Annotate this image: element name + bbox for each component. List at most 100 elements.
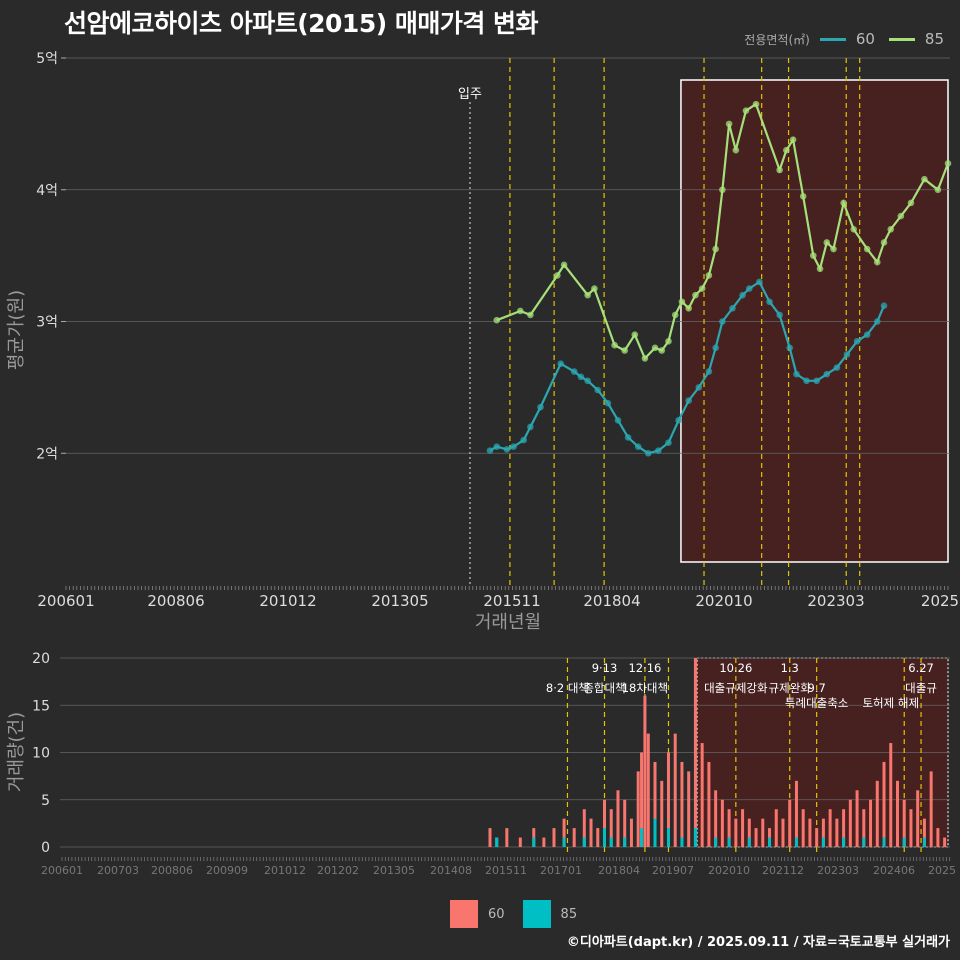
data-point-60 <box>584 377 591 385</box>
volume-bar-60 <box>815 828 819 847</box>
data-point-60 <box>880 302 888 309</box>
volume-bar-60 <box>821 818 825 847</box>
x-tick-label: 202303 <box>807 592 864 610</box>
y-tick-label: 2억 <box>36 446 58 462</box>
y-tick-label: 3억 <box>36 315 58 331</box>
volume-x-tick-label: 202406 <box>873 864 915 877</box>
volume-bar-85 <box>842 837 846 847</box>
volume-bar-60 <box>922 818 926 847</box>
data-point-85 <box>863 245 871 253</box>
data-point-85 <box>907 199 915 207</box>
data-point-85 <box>809 252 817 259</box>
volume-bar-60 <box>741 809 745 847</box>
data-point-85 <box>651 344 659 352</box>
data-point-85 <box>527 311 534 319</box>
data-point-85 <box>816 265 824 273</box>
x-tick-label: 200806 <box>147 592 204 610</box>
data-point-85 <box>705 272 713 279</box>
data-point-85 <box>671 311 679 319</box>
x-tick-label: 2025 <box>921 592 959 610</box>
volume-bar-60 <box>552 828 556 847</box>
volume-y-tick-label: 20 <box>32 651 50 667</box>
data-point-85 <box>611 341 618 349</box>
data-point-60 <box>510 443 517 450</box>
data-point-85 <box>732 146 740 154</box>
volume-bar-60 <box>727 809 731 847</box>
top-legend: 전용면적(㎡) 60 85 <box>744 30 952 48</box>
data-point-60 <box>655 447 662 454</box>
volume-bar-60 <box>862 809 866 847</box>
volume-bar-60 <box>808 818 812 847</box>
data-point-85 <box>631 331 639 338</box>
volume-bar-60 <box>720 799 724 847</box>
data-point-85 <box>725 120 733 128</box>
volume-bar-60 <box>660 780 664 847</box>
volume-bar-60 <box>643 695 647 847</box>
data-point-60 <box>712 344 719 352</box>
y-tick-label: 5억 <box>36 51 58 67</box>
data-point-60 <box>729 305 736 312</box>
credit-text: ©디아파트(dapt.kr) / 2025.09.11 / 자료=국토교통부 실… <box>566 935 950 950</box>
volume-bar-85 <box>623 837 627 847</box>
volume-bar-60 <box>582 809 586 847</box>
volume-bar-85 <box>609 837 613 847</box>
volume-bar-60 <box>895 780 899 847</box>
volume-bar-60 <box>687 771 691 847</box>
data-point-60 <box>520 436 527 444</box>
volume-bar-60 <box>640 752 644 847</box>
data-point-60 <box>695 384 703 391</box>
volume-bar-60 <box>653 761 657 847</box>
volume-bar-60 <box>774 809 778 847</box>
volume-bar-60 <box>788 799 792 847</box>
policy-annotation: 1.3 <box>781 661 799 675</box>
legend-title: 전용면적(㎡) <box>744 32 810 47</box>
volume-bar-85 <box>640 828 644 847</box>
volume-bar-85 <box>653 818 657 847</box>
data-point-60 <box>823 370 831 378</box>
volume-bar-60 <box>902 799 906 847</box>
volume-x-tick-label: 202010 <box>708 864 750 877</box>
volume-bar-60 <box>754 828 758 847</box>
volume-bar-60 <box>673 733 677 847</box>
volume-bar-60 <box>609 809 613 847</box>
volume-bar-60 <box>714 790 718 847</box>
data-point-60 <box>873 318 881 325</box>
volume-bar-60 <box>542 837 546 847</box>
data-point-85 <box>742 107 750 114</box>
x-tick-label: 201804 <box>583 592 640 610</box>
volume-bar-60 <box>596 828 600 847</box>
data-point-60 <box>665 439 672 447</box>
volume-y-tick-label: 5 <box>41 793 50 809</box>
data-point-85 <box>698 285 706 292</box>
volume-bar-85 <box>768 837 772 847</box>
policy-annotation: 6.27 <box>908 661 934 675</box>
volume-bar-85 <box>794 837 798 847</box>
legend-label-85: 85 <box>924 30 944 48</box>
data-point-60 <box>793 370 800 378</box>
data-point-85 <box>517 307 524 315</box>
bottom-legend: 60 85 <box>450 900 595 928</box>
volume-bar-60 <box>909 809 913 847</box>
volume-bar-60 <box>869 799 873 847</box>
volume-bar-85 <box>747 837 751 847</box>
policy-annotation: 18차대책 <box>622 681 668 695</box>
volume-bar-60 <box>505 828 509 847</box>
x-axis-title: 거래년월 <box>475 612 541 633</box>
data-point-85 <box>621 347 629 354</box>
data-point-85 <box>799 193 807 200</box>
volume-bar-60 <box>562 818 566 847</box>
data-point-60 <box>557 360 565 367</box>
volume-bar-85 <box>727 837 731 847</box>
policy-annotation: 종합대책 <box>583 681 625 695</box>
data-point-85 <box>641 355 649 362</box>
volume-bar-85 <box>693 828 697 847</box>
volume-bar-60 <box>636 771 640 847</box>
volume-x-tick-label: 2025 <box>928 864 956 877</box>
data-point-85 <box>944 160 952 167</box>
data-point-85 <box>880 239 888 246</box>
volume-bar-60 <box>882 761 886 847</box>
data-point-60 <box>537 403 544 411</box>
volume-bar-85 <box>862 837 866 847</box>
data-point-60 <box>486 447 494 454</box>
volume-bar-60 <box>693 658 697 847</box>
